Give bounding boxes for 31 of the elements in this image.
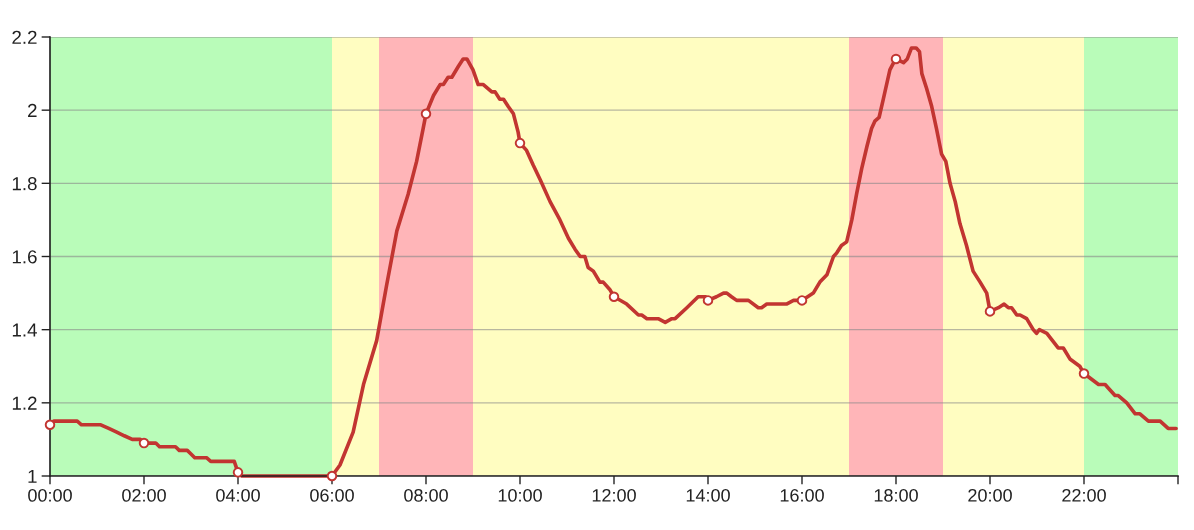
x-tick-label: 12:00 xyxy=(592,488,636,502)
y-tick-label: 1 xyxy=(28,469,37,483)
x-tick-label: 18:00 xyxy=(874,488,918,502)
point xyxy=(138,437,150,449)
point xyxy=(1078,368,1090,379)
y-tick-label: 1.4 xyxy=(12,323,37,337)
point xyxy=(326,470,338,482)
y-tick-label: 1.8 xyxy=(12,177,37,191)
point xyxy=(232,467,244,478)
point xyxy=(420,108,432,120)
point xyxy=(44,419,56,431)
x-tick-label: 02:00 xyxy=(122,488,166,502)
point xyxy=(984,306,996,317)
point xyxy=(796,295,808,306)
y-tick-label: 2.2 xyxy=(12,30,37,44)
x-tick-label: 14:00 xyxy=(686,488,730,502)
point xyxy=(514,137,526,149)
x-tick-label: 04:00 xyxy=(216,488,260,502)
point xyxy=(608,291,620,302)
x-tick-label: 16:00 xyxy=(780,488,824,502)
y-tick-label: 1.2 xyxy=(12,396,37,410)
x-tick-label: 22:00 xyxy=(1062,488,1106,502)
point xyxy=(702,295,714,306)
x-tick-label: 20:00 xyxy=(968,488,1012,502)
x-tick-label: 08:00 xyxy=(404,488,448,502)
y-tick-label: 2 xyxy=(28,103,37,117)
x-tick-label: 06:00 xyxy=(310,488,354,502)
point xyxy=(890,53,902,65)
y-tick-label: 1.6 xyxy=(12,250,37,264)
x-tick-label: 00:00 xyxy=(28,488,72,502)
x-tick-label: 10:00 xyxy=(498,488,542,502)
